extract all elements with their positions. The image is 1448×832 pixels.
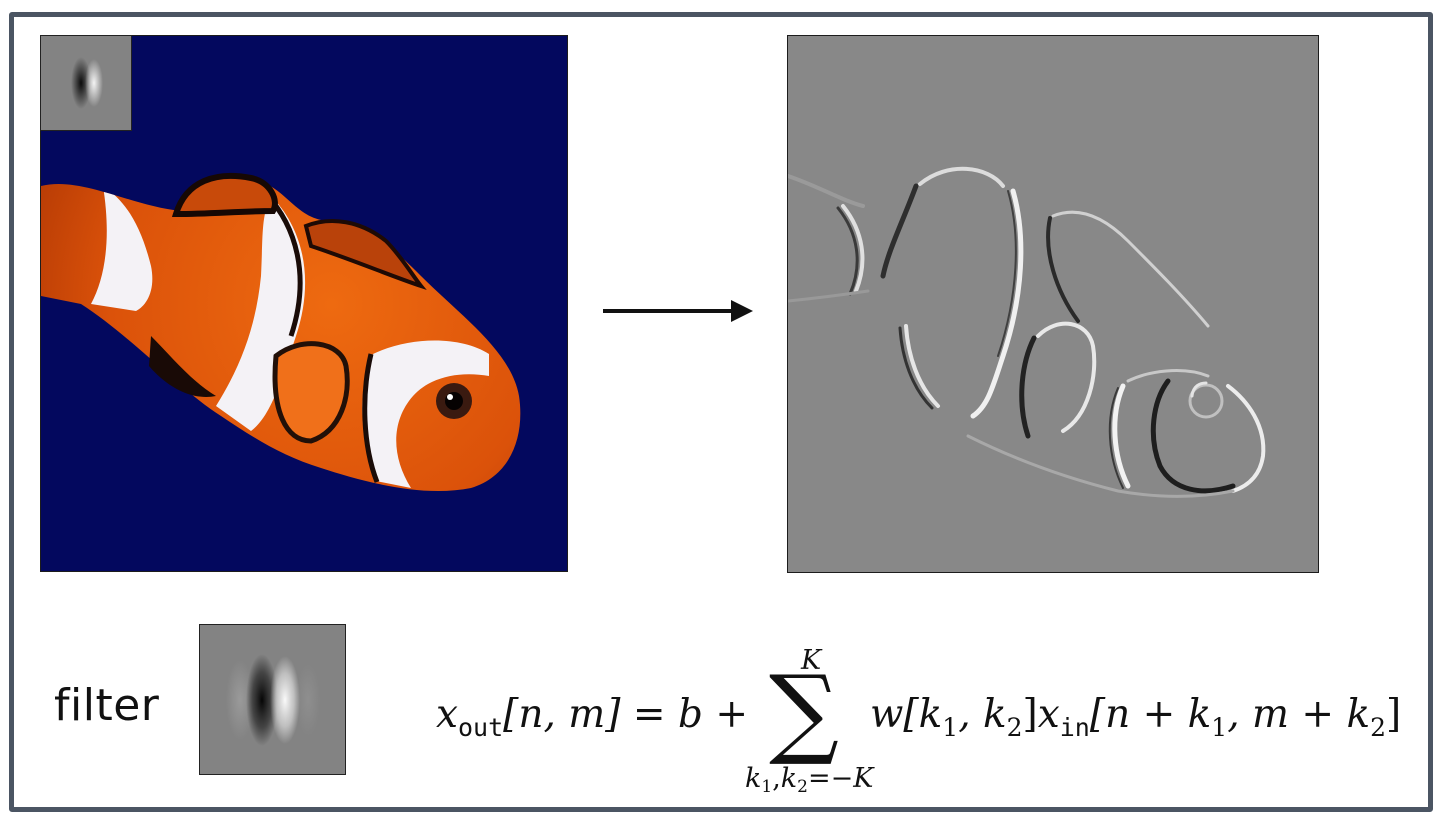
sum-lower-rest: =−K	[808, 763, 874, 794]
filter-response-map	[788, 36, 1318, 572]
gabor-filter-small	[71, 57, 103, 109]
eq-input-index-close: ]	[1386, 692, 1402, 737]
eq-lhs-sub: out	[458, 713, 504, 742]
eq-input-index-sub1: 1	[1211, 713, 1228, 742]
eq-weight-close: ]	[1022, 692, 1038, 737]
clownfish-illustration	[41, 36, 567, 571]
filter-kernel-image	[199, 624, 346, 775]
sum-upper-limit: K	[801, 645, 822, 676]
eq-equals: =	[632, 692, 666, 737]
figure-frame	[9, 12, 1433, 812]
eq-weight: w[k	[870, 692, 943, 737]
sum-lower-k2: k	[780, 763, 798, 794]
sum-lower-comma: ,	[772, 763, 781, 794]
eq-lhs-index: [n, m]	[503, 692, 621, 737]
arrow-right-icon	[603, 300, 753, 322]
eq-weight-sub2: 2	[1006, 713, 1023, 742]
eq-input-index-b: , m + k	[1227, 692, 1371, 737]
filter-inset-thumbnail	[40, 35, 132, 131]
eq-bias: b	[677, 692, 703, 737]
eq-lhs-var: x	[436, 692, 458, 737]
output-image	[787, 35, 1319, 573]
sum-lower-sub2: 2	[797, 777, 808, 797]
input-image	[40, 35, 568, 572]
filter-label: filter	[54, 680, 160, 731]
eq-weight-mid: , k	[958, 692, 1007, 737]
sum-lower-limit: k1,k2=−K	[745, 763, 874, 797]
eq-input-var: x	[1037, 692, 1060, 737]
sum-lower-sub1: 1	[761, 777, 773, 797]
eq-input-index-sub2: 2	[1370, 713, 1386, 742]
eq-plus: +	[715, 692, 749, 737]
eq-input-sub: in	[1059, 713, 1090, 742]
sum-lower-k1: k	[745, 763, 762, 794]
gabor-filter-large	[226, 654, 320, 746]
eq-input-index-a: [n + k	[1089, 692, 1212, 737]
convolution-equation: xout[n, m] = b + w[k1, k2]xin[n + k1, m +…	[436, 692, 1402, 740]
eq-weight-sub1: 1	[942, 713, 959, 742]
sum-symbol: ∑	[769, 655, 839, 769]
